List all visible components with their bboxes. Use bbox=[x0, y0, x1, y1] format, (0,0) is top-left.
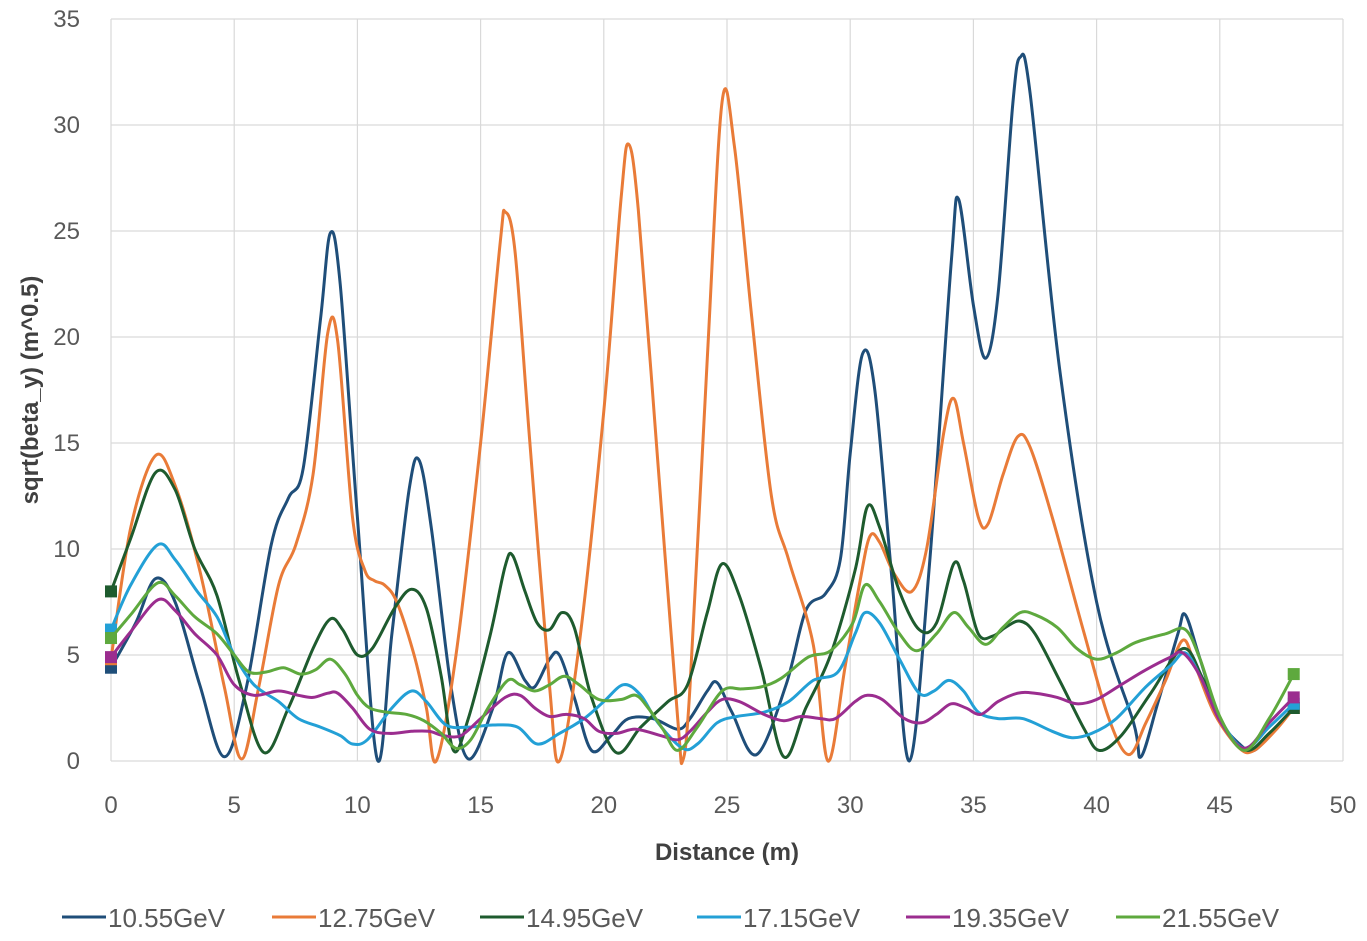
series-6 bbox=[105, 580, 1300, 752]
x-tick-label: 40 bbox=[1083, 792, 1110, 819]
series-line bbox=[109, 468, 1296, 759]
x-tick-label: 35 bbox=[960, 792, 987, 819]
y-tick-label: 0 bbox=[67, 748, 80, 775]
legend-label: 10.55GeV bbox=[108, 903, 226, 933]
x-tick-label: 45 bbox=[1206, 792, 1233, 819]
y-tick-label: 5 bbox=[67, 642, 80, 669]
x-tick-label: 25 bbox=[714, 792, 741, 819]
y-axis-title: sqrt(beta_y) (m^0.5) bbox=[17, 276, 44, 505]
series-2 bbox=[105, 87, 1300, 766]
series-line bbox=[109, 87, 1296, 766]
x-tick-label: 20 bbox=[590, 792, 617, 819]
series-line bbox=[109, 52, 1296, 763]
x-tick-label: 10 bbox=[344, 792, 371, 819]
legend-item: 10.55GeV bbox=[62, 903, 226, 933]
series-line bbox=[109, 542, 1296, 752]
x-tick-labels: 0 5 10 15 20 25 30 35 40 45 50 bbox=[104, 792, 1356, 819]
legend-label: 14.95GeV bbox=[526, 903, 644, 933]
series-line bbox=[109, 597, 1296, 750]
y-tick-label: 15 bbox=[53, 430, 80, 457]
legend-label: 19.35GeV bbox=[952, 903, 1070, 933]
y-tick-label: 10 bbox=[53, 536, 80, 563]
x-tick-label: 0 bbox=[104, 792, 117, 819]
x-tick-label: 50 bbox=[1330, 792, 1357, 819]
legend-item: 17.15GeV bbox=[697, 903, 861, 933]
y-tick-label: 35 bbox=[53, 6, 80, 33]
legend-item: 14.95GeV bbox=[480, 903, 644, 933]
legend-label: 12.75GeV bbox=[318, 903, 436, 933]
x-tick-label: 30 bbox=[837, 792, 864, 819]
data-point-marker bbox=[105, 651, 117, 664]
y-tick-labels: 0 5 10 15 20 25 30 35 bbox=[53, 6, 80, 775]
legend-item: 21.55GeV bbox=[1116, 903, 1280, 933]
legend-label: 17.15GeV bbox=[743, 903, 861, 933]
legend-item: 12.75GeV bbox=[272, 903, 436, 933]
legend-item: 19.35GeV bbox=[906, 903, 1070, 933]
x-axis-title: Distance (m) bbox=[655, 839, 799, 866]
x-tick-label: 15 bbox=[467, 792, 494, 819]
series-5 bbox=[105, 597, 1300, 750]
data-point-marker bbox=[105, 585, 117, 598]
data-point-marker bbox=[1287, 668, 1300, 681]
y-tick-label: 20 bbox=[53, 324, 80, 351]
legend: 10.55GeV 12.75GeV 14.95GeV 17.15GeV 19.35GeV… bbox=[62, 903, 1280, 933]
legend-label: 21.55GeV bbox=[1162, 903, 1280, 933]
x-tick-label: 5 bbox=[228, 792, 241, 819]
grid-lines bbox=[110, 18, 1344, 762]
series-line bbox=[109, 580, 1296, 752]
y-tick-label: 25 bbox=[53, 218, 80, 245]
y-tick-label: 30 bbox=[53, 112, 80, 139]
series-lines bbox=[105, 52, 1300, 766]
data-point-marker bbox=[105, 632, 117, 645]
data-point-marker bbox=[1287, 691, 1300, 704]
